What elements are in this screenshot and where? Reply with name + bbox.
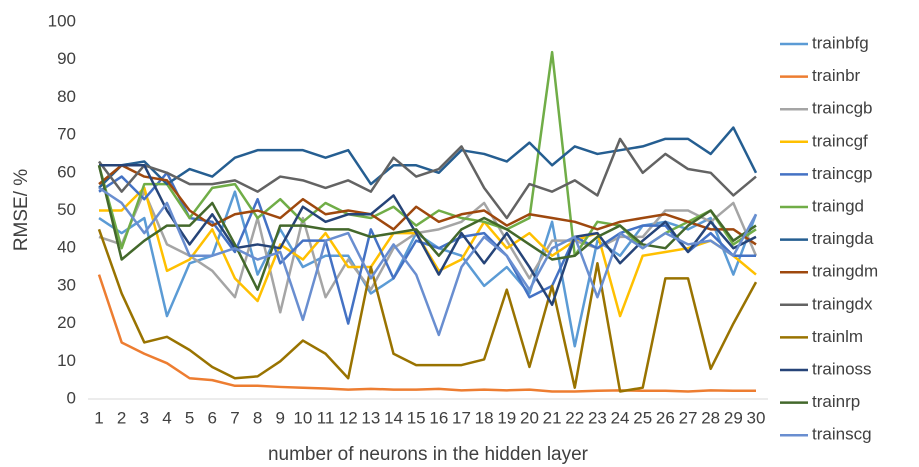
x-tick-label: 13 xyxy=(361,408,380,427)
x-tick-label: 7 xyxy=(230,408,239,427)
x-tick-label: 22 xyxy=(565,408,584,427)
x-tick-label: 15 xyxy=(407,408,426,427)
legend-label: trainbr xyxy=(812,66,861,85)
y-tick-label: 80 xyxy=(57,87,76,106)
series-line xyxy=(98,186,758,337)
y-tick-label: 70 xyxy=(57,125,76,144)
x-axis-title: number of neurons in the hidden layer xyxy=(268,444,589,465)
legend-label: traincgp xyxy=(812,164,872,183)
legend-label: traincgb xyxy=(812,99,872,118)
x-tick-label: 12 xyxy=(339,408,358,427)
x-tick-label: 25 xyxy=(633,408,652,427)
legend-label: trainrp xyxy=(812,392,860,411)
y-tick-label: 90 xyxy=(57,49,76,68)
x-tick-label: 16 xyxy=(429,408,448,427)
x-tick-label: 20 xyxy=(520,408,539,427)
series-line xyxy=(98,164,757,246)
legend-label: trainbfg xyxy=(812,33,869,52)
legend-label: traingd xyxy=(812,196,864,215)
x-tick-label: 6 xyxy=(208,408,217,427)
y-tick-label: 20 xyxy=(57,313,76,332)
x-tick-label: 4 xyxy=(162,408,171,427)
y-tick-label: 60 xyxy=(57,162,76,181)
x-tick-label: 1 xyxy=(94,408,103,427)
legend-label: traingda xyxy=(812,229,874,248)
legend-label: trainscg xyxy=(812,425,872,444)
x-tick-label: 9 xyxy=(276,408,285,427)
series-line xyxy=(97,274,756,393)
y-tick-label: 100 xyxy=(48,11,76,30)
x-tick-label: 8 xyxy=(253,408,262,427)
x-tick-label: 3 xyxy=(140,408,149,427)
series-line xyxy=(98,190,758,314)
x-tick-label: 30 xyxy=(747,408,766,427)
y-axis-title: RMSE/ % xyxy=(11,169,32,251)
x-tick-label: 27 xyxy=(679,408,698,427)
x-tick-label: 19 xyxy=(497,408,516,427)
legend-label: traingdx xyxy=(812,294,873,313)
x-tick-label: 21 xyxy=(543,408,562,427)
x-tick-label: 28 xyxy=(701,408,720,427)
x-tick-label: 23 xyxy=(588,408,607,427)
y-tick-label: 0 xyxy=(67,388,76,407)
y-tick-label: 10 xyxy=(57,351,76,370)
x-tick-label: 5 xyxy=(185,408,194,427)
x-tick-label: 14 xyxy=(384,408,403,427)
y-tick-label: 50 xyxy=(57,200,76,219)
x-tick-label: 2 xyxy=(117,408,126,427)
legend-label: trainoss xyxy=(812,359,872,378)
x-tick-label: 29 xyxy=(724,408,743,427)
series-line xyxy=(98,137,757,220)
x-tick-label: 18 xyxy=(475,408,494,427)
x-tick-label: 26 xyxy=(656,408,675,427)
series-line xyxy=(99,164,757,306)
series-line xyxy=(97,228,758,393)
y-tick-label: 30 xyxy=(57,275,76,294)
x-tick-label: 10 xyxy=(293,408,312,427)
series-line xyxy=(98,126,758,189)
x-tick-label: 11 xyxy=(317,408,335,427)
legend-label: traingdm xyxy=(812,262,878,281)
x-tick-label: 24 xyxy=(611,408,630,427)
legend-label: traincgf xyxy=(812,131,868,150)
y-tick-label: 40 xyxy=(57,238,76,257)
legend-label: trainlm xyxy=(812,327,863,346)
x-tick-label: 17 xyxy=(452,408,471,427)
